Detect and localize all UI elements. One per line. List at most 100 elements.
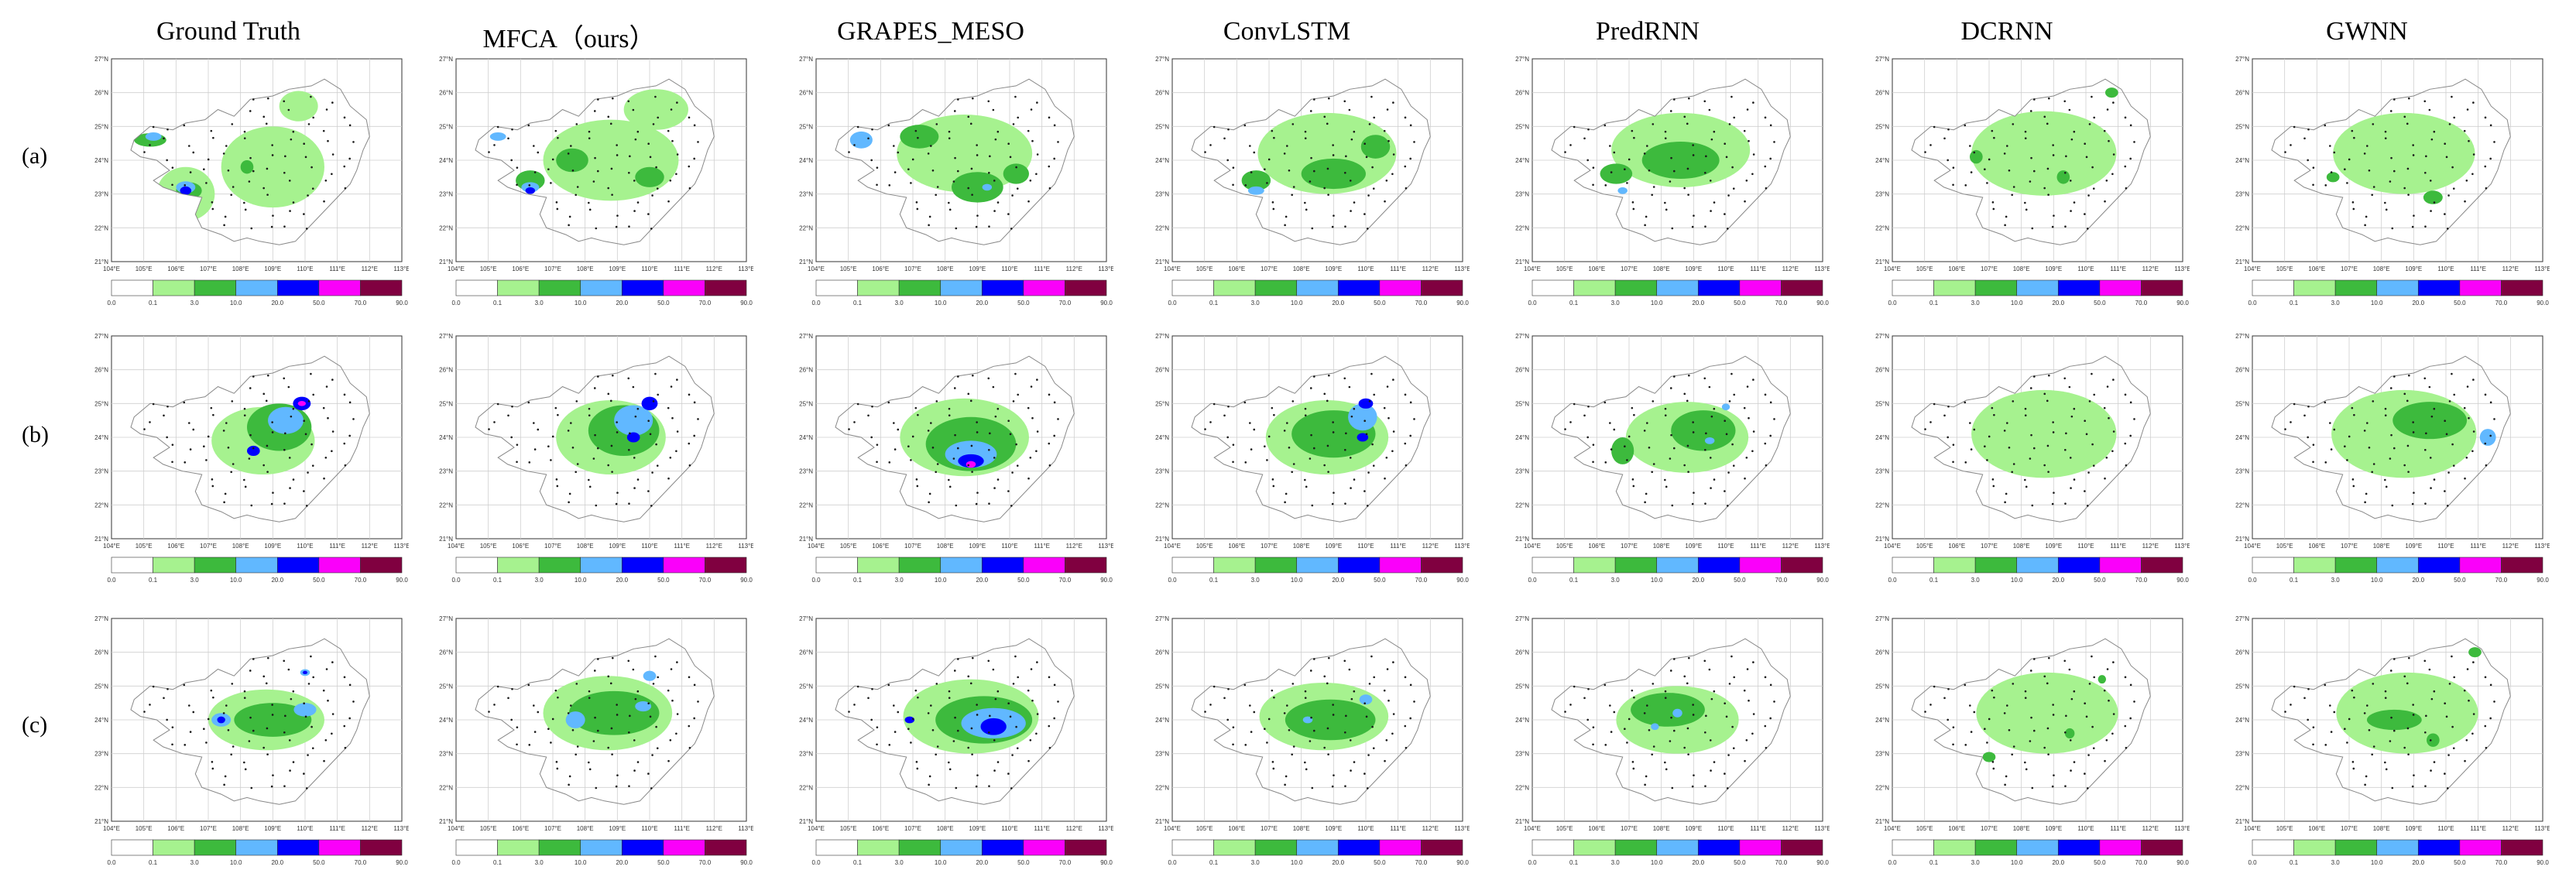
station-dot [252, 170, 255, 173]
station-dot [1746, 668, 1749, 670]
station-dot [2493, 141, 2495, 143]
y-tick-label: 24°N [1155, 434, 1169, 441]
station-dot [1323, 464, 1326, 467]
station-dot [988, 225, 990, 228]
station-dot [211, 207, 214, 211]
station-dot [993, 769, 996, 772]
colorbar-label: 50.0 [1374, 859, 1386, 866]
station-dot [1708, 385, 1711, 389]
station-dot [262, 675, 266, 678]
station-dot [1670, 156, 1672, 159]
station-dot [2043, 187, 2046, 190]
x-tick-label: 111°E [1390, 543, 1406, 550]
station-dot [2085, 156, 2088, 159]
station-dot [1644, 783, 1646, 786]
station-dot [1991, 761, 1995, 763]
station-dot [1651, 753, 1654, 756]
station-dot [888, 184, 891, 187]
station-dot [2412, 421, 2414, 423]
map-svg: 104°E 105°E 106°E 107°E 108°E 109°E 110°E 111°E… [94, 615, 409, 866]
station-dot [1947, 687, 1950, 690]
y-tick-label: 22°N [2235, 224, 2249, 231]
station-dot [1924, 151, 1926, 153]
colorbar-swatch [194, 279, 237, 296]
station-dot [992, 668, 995, 671]
station-dot [2129, 124, 2132, 127]
station-dot [627, 377, 630, 380]
station-dot [2352, 207, 2355, 211]
station-dot [917, 136, 919, 139]
station-dot [927, 430, 930, 432]
region-outline [2271, 355, 2511, 522]
map-panel: 104°E 105°E 106°E 107°E 108°E 109°E 110°E 111°E… [782, 608, 1113, 882]
station-dot [593, 110, 596, 112]
station-dot [2031, 786, 2034, 790]
station-dot [224, 775, 227, 778]
colorbar-swatch [705, 557, 747, 574]
y-tick-label: 24°N [1875, 157, 1889, 164]
station-dot [632, 108, 635, 111]
station-dot [954, 433, 956, 437]
station-dot [1349, 739, 1352, 742]
map-panel: 104°E 105°E 106°E 107°E 108°E 109°E 110°E 111°E… [2218, 608, 2550, 882]
station-dot [555, 201, 558, 204]
y-tick-label: 24°N [2235, 157, 2249, 164]
station-dot [2411, 225, 2414, 228]
station-dot [331, 450, 333, 453]
colorbar-label: 10.0 [230, 577, 242, 584]
station-dot [1664, 761, 1666, 764]
station-dot [1313, 658, 1315, 660]
station-dot [1391, 173, 1394, 176]
precip-contour [234, 703, 312, 737]
region-outline [1191, 355, 1431, 522]
station-dot [1664, 201, 1666, 204]
station-dot [171, 743, 173, 746]
station-dot [927, 152, 930, 155]
station-dot [2389, 110, 2392, 112]
colorbar-swatch [1065, 279, 1107, 296]
station-dot [166, 128, 169, 131]
station-dot [1413, 418, 1415, 420]
station-dot [171, 461, 173, 464]
station-dot [611, 471, 613, 473]
station-dot [493, 704, 496, 706]
station-dot [1353, 690, 1356, 693]
station-dot [2024, 761, 2026, 764]
station-dot [533, 731, 537, 733]
precip-contour [1348, 403, 1377, 431]
map-panel: 104°E 105°E 106°E 107°E 108°E 109°E 110°E 111°E… [422, 48, 753, 323]
station-dot [2451, 95, 2453, 98]
colorbar-label: 90.0 [740, 859, 753, 866]
station-dot [2091, 443, 2094, 446]
station-dot [1304, 697, 1307, 699]
station-dot [2124, 116, 2127, 119]
colorbar-swatch [2141, 557, 2183, 574]
station-dot [595, 227, 598, 230]
region-outline [1191, 638, 1431, 805]
station-dot [2048, 374, 2050, 377]
station-dot [2112, 430, 2115, 433]
map-panel: 104°E 105°E 106°E 107°E 108°E 109°E 110°E 111°E… [1138, 608, 1470, 882]
station-dot [2407, 471, 2410, 473]
y-tick-label: 27°N [1515, 615, 1529, 622]
colorbar-label: 3.0 [1611, 300, 1621, 307]
station-dot [1371, 443, 1374, 446]
station-dot [2403, 187, 2406, 190]
station-dot [910, 459, 912, 461]
colorbar-swatch [1974, 839, 2018, 856]
station-dot [250, 786, 253, 790]
station-dot [928, 492, 931, 495]
station-dot [651, 754, 653, 756]
station-dot [571, 447, 575, 449]
station-dot [2073, 407, 2076, 410]
station-dot [1673, 658, 1676, 660]
station-dot [310, 95, 312, 98]
station-dot [2073, 761, 2076, 763]
colorbar-label: 50.0 [2454, 577, 2466, 584]
station-dot [1943, 414, 1946, 417]
station-dot [610, 167, 613, 170]
station-dot [265, 122, 268, 125]
colorbar-label: 50.0 [1374, 577, 1386, 584]
station-dot [2393, 658, 2396, 660]
colorbar-swatch [2334, 557, 2378, 574]
